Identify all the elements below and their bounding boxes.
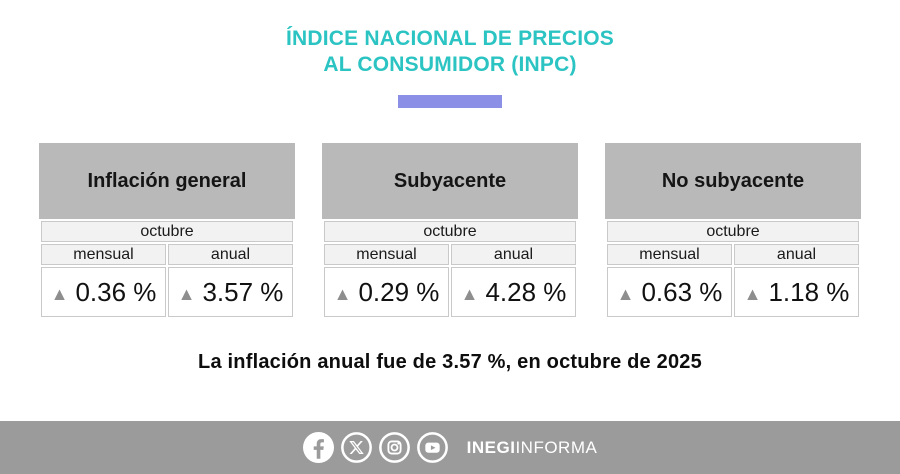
inegi-informa-brand: INEGIINFORMA bbox=[467, 438, 598, 458]
column-header-anual: anual bbox=[734, 244, 859, 265]
youtube-icon[interactable] bbox=[416, 432, 448, 463]
brand-bold-part: INEGI bbox=[466, 437, 516, 457]
value-mensual: 0.36 % bbox=[75, 276, 157, 307]
value-anual: 3.57 % bbox=[202, 276, 284, 307]
period-cell: octubre bbox=[41, 221, 293, 242]
column-header-mensual: mensual bbox=[324, 244, 449, 265]
value-cell-mensual: ▲ 0.36 % bbox=[41, 267, 166, 317]
card-title: No subyacente bbox=[605, 143, 861, 219]
value-mensual: 0.63 % bbox=[641, 276, 723, 307]
brand-regular-part: INFORMA bbox=[515, 437, 598, 457]
card-table: octubre mensual anual ▲ 0.36 % ▲ 3.57 % bbox=[39, 219, 295, 319]
up-arrow-icon: ▲ bbox=[616, 283, 635, 304]
column-header-anual: anual bbox=[168, 244, 293, 265]
footer-bar: INEGIINFORMA bbox=[0, 421, 900, 474]
value-cell-mensual: ▲ 0.63 % bbox=[607, 267, 732, 317]
card-table: octubre mensual anual ▲ 0.63 % ▲ 1.18 % bbox=[605, 219, 861, 319]
value-cell-mensual: ▲ 0.29 % bbox=[324, 267, 449, 317]
period-cell: octubre bbox=[324, 221, 576, 242]
x-icon[interactable] bbox=[340, 432, 372, 463]
value-mensual: 0.29 % bbox=[358, 276, 440, 307]
up-arrow-icon: ▲ bbox=[177, 283, 196, 304]
annual-inflation-statement: La inflación anual fue de 3.57 %, en oct… bbox=[198, 351, 702, 373]
column-header-anual: anual bbox=[451, 244, 576, 265]
card-no-subyacente: No subyacente octubre mensual anual ▲ 0.6… bbox=[605, 143, 861, 319]
card-title: Subyacente bbox=[322, 143, 578, 219]
up-arrow-icon: ▲ bbox=[50, 283, 69, 304]
instagram-icon[interactable] bbox=[378, 432, 410, 463]
page-title-line2: AL CONSUMIDOR (INPC) bbox=[323, 53, 577, 76]
indicator-cards-row: Inflación general octubre mensual anual … bbox=[0, 143, 900, 319]
period-cell: octubre bbox=[607, 221, 859, 242]
up-arrow-icon: ▲ bbox=[743, 283, 762, 304]
value-anual: 1.18 % bbox=[768, 276, 850, 307]
card-table: octubre mensual anual ▲ 0.29 % ▲ 4.28 % bbox=[322, 219, 578, 319]
value-anual: 4.28 % bbox=[485, 276, 567, 307]
value-cell-anual: ▲ 4.28 % bbox=[451, 267, 576, 317]
page-title-line1: ÍNDICE NACIONAL DE PRECIOS bbox=[285, 27, 614, 50]
facebook-icon[interactable] bbox=[302, 432, 334, 463]
card-inflacion-general: Inflación general octubre mensual anual … bbox=[39, 143, 295, 319]
up-arrow-icon: ▲ bbox=[460, 283, 479, 304]
accent-underline-bar bbox=[398, 95, 502, 108]
column-header-mensual: mensual bbox=[607, 244, 732, 265]
page-title: ÍNDICE NACIONAL DE PRECIOS AL CONSUMIDOR… bbox=[0, 0, 900, 78]
up-arrow-icon: ▲ bbox=[333, 283, 352, 304]
card-title: Inflación general bbox=[39, 143, 295, 219]
value-cell-anual: ▲ 3.57 % bbox=[168, 267, 293, 317]
card-subyacente: Subyacente octubre mensual anual ▲ 0.29 %… bbox=[322, 143, 578, 319]
value-cell-anual: ▲ 1.18 % bbox=[734, 267, 859, 317]
column-header-mensual: mensual bbox=[41, 244, 166, 265]
